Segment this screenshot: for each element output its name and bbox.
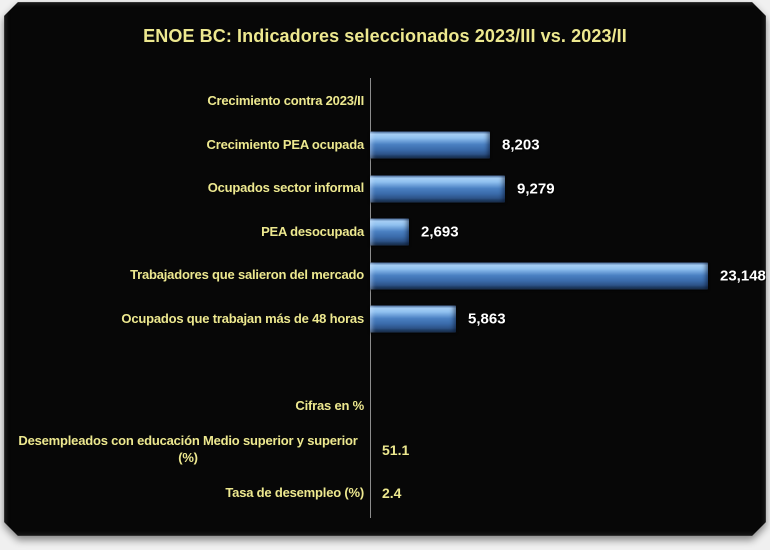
chart-row: Tasa de desempleo (%) 2.4 [12, 472, 762, 516]
chart-row: Ocupados que trabajan más de 48 horas 5,8… [12, 298, 762, 342]
category-label: Ocupados sector informal [207, 180, 364, 196]
bar-area: 5,863 [370, 298, 762, 342]
chart-panel: ENOE BC: Indicadores seleccionados 2023/… [4, 2, 766, 536]
chart-row: Crecimiento PEA ocupada 8,203 [12, 124, 762, 168]
category-label: Crecimiento contra 2023/II [207, 93, 364, 109]
bar-area [370, 80, 762, 124]
value-label: 9,279 [517, 180, 555, 198]
bar [370, 306, 456, 333]
bar-area: 9,279 [370, 167, 762, 211]
chart-row: Desempleados con educación Medio superio… [12, 428, 762, 472]
value-label: 8,203 [502, 136, 540, 154]
category-label: Crecimiento PEA ocupada [206, 136, 364, 152]
chart-row: PEA desocupada 2,693 [12, 211, 762, 255]
bar-area [370, 341, 762, 385]
category-label: Desempleados con educación Medio superio… [18, 432, 358, 465]
category-label: PEA desocupada [261, 223, 364, 239]
chart-row: Cifras en % [12, 385, 762, 429]
bar-area: 23,148 [370, 254, 762, 298]
bar [370, 132, 490, 159]
value-label: 23,148 [720, 267, 766, 285]
bar [370, 219, 409, 246]
chart-row: Crecimiento contra 2023/II [12, 80, 762, 124]
category-axis-line [370, 78, 371, 518]
bar-area: 51.1 [370, 428, 762, 472]
category-label: Tasa de desempleo (%) [225, 484, 364, 500]
bar-area: 2.4 [370, 472, 762, 516]
bar-area: 8,203 [370, 124, 762, 168]
chart-title: ENOE BC: Indicadores seleccionados 2023/… [143, 26, 627, 46]
category-label: Ocupados que trabajan más de 48 horas [121, 310, 364, 326]
value-label: 5,863 [468, 310, 506, 328]
chart-panel-shadow: ENOE BC: Indicadores seleccionados 2023/… [4, 2, 766, 536]
category-label: Trabajadores que salieron del mercado [130, 267, 364, 283]
category-label: Cifras en % [295, 397, 364, 413]
bar [370, 175, 505, 202]
bar-area [370, 385, 762, 429]
bar [370, 262, 708, 289]
bar-area: 2,693 [370, 211, 762, 255]
value-label: 2.4 [382, 485, 402, 502]
chart-rows: Crecimiento contra 2023/II Crecimiento PE… [12, 80, 762, 515]
chart-row: Ocupados sector informal 9,279 [12, 167, 762, 211]
chart-row: Trabajadores que salieron del mercado 23,… [12, 254, 762, 298]
value-label: 2,693 [421, 223, 459, 241]
chart-row [12, 341, 762, 385]
category-label [12, 341, 364, 385]
value-label: 51.1 [382, 441, 410, 458]
